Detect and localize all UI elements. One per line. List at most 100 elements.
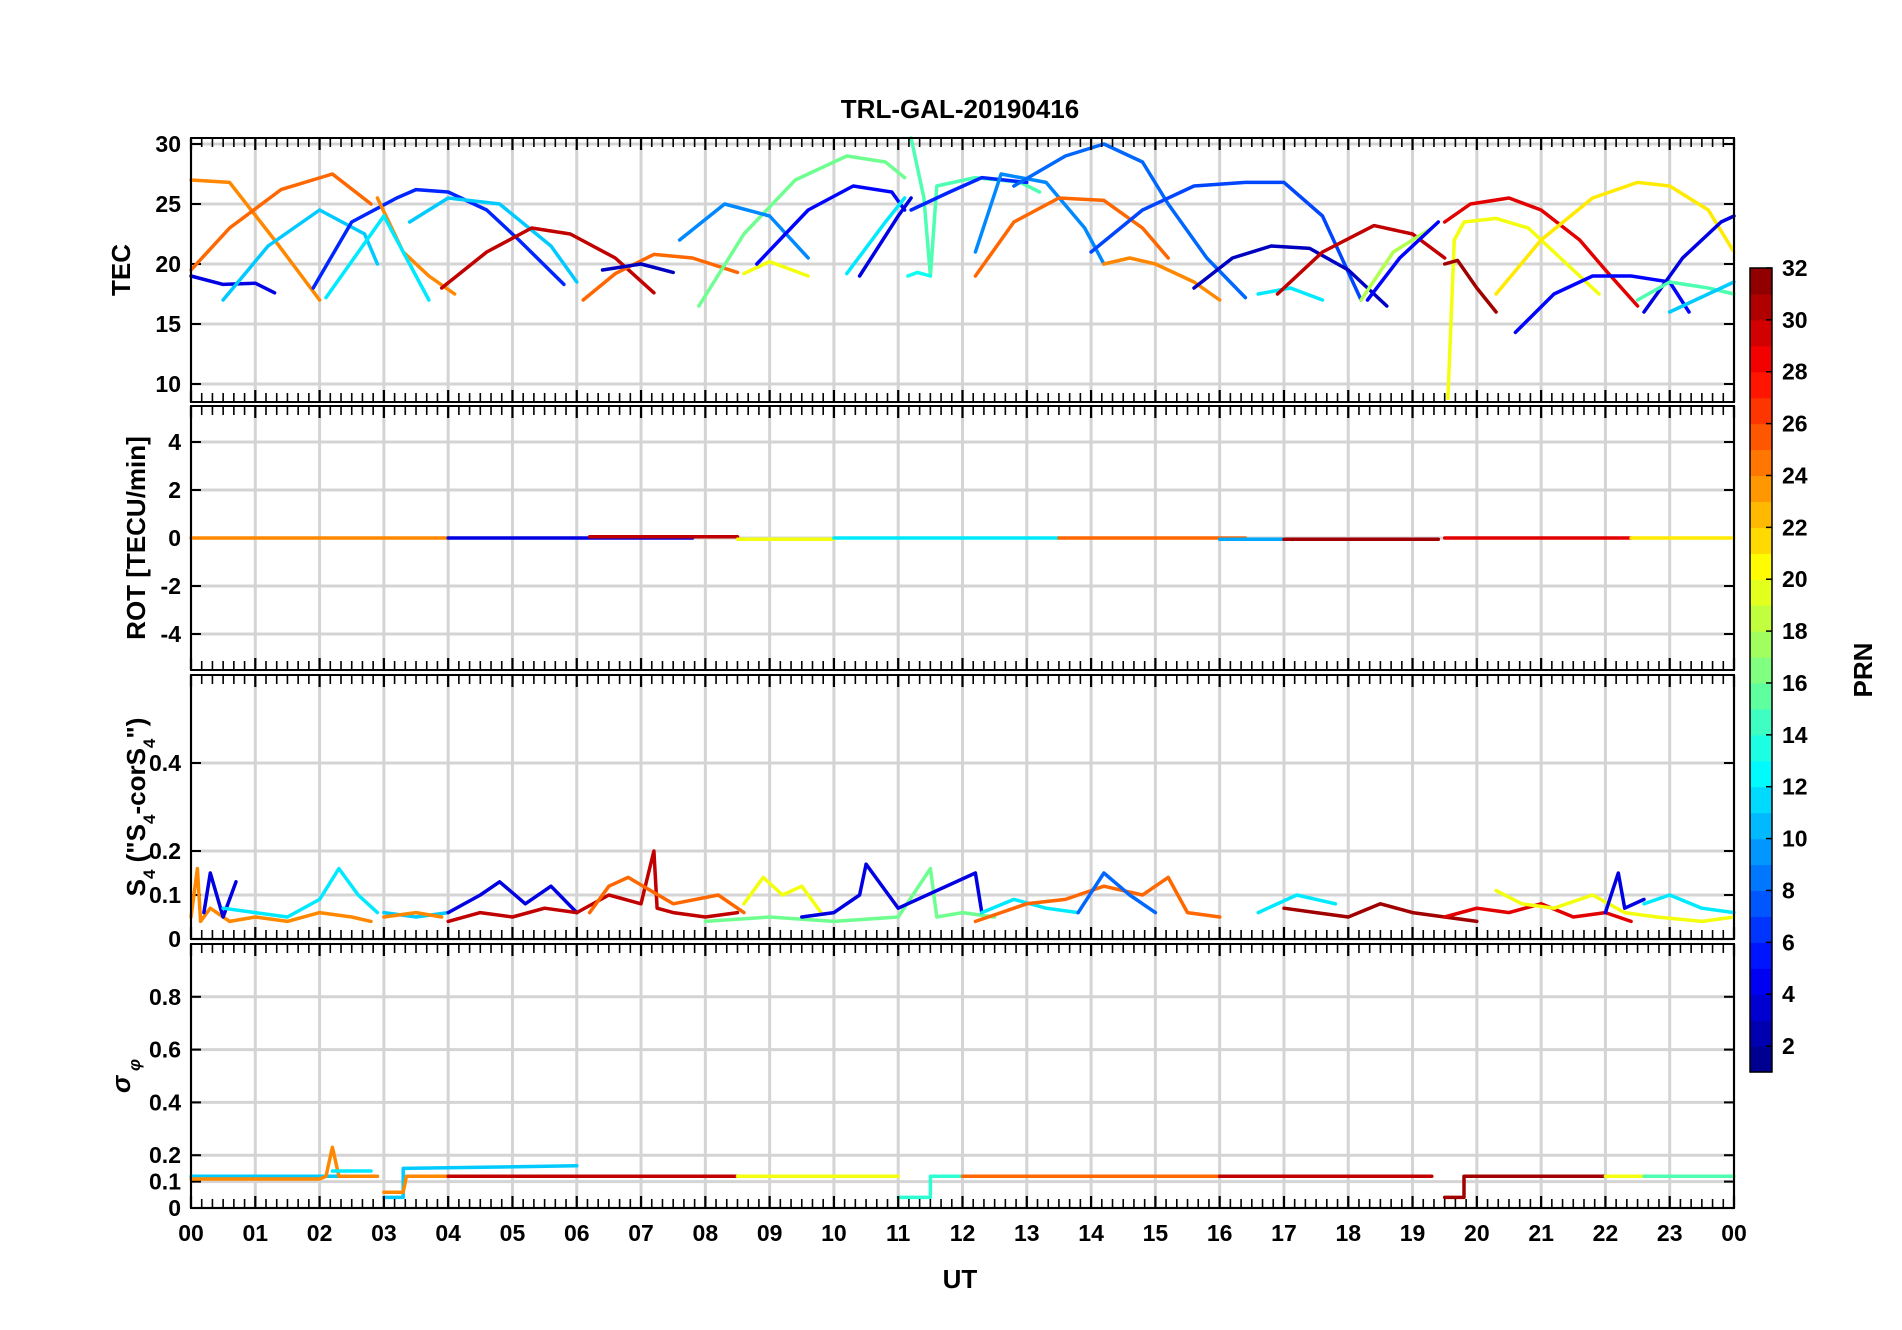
y-tick-label: 25	[155, 191, 181, 217]
colorbar-swatch	[1750, 605, 1772, 632]
colorbar-swatch	[1750, 449, 1772, 477]
y-tick-label: 0.4	[149, 750, 181, 776]
series-line	[382, 1174, 450, 1194]
x-tick-label: 10	[821, 1220, 847, 1246]
series-line	[446, 849, 740, 924]
x-tick-label: 04	[435, 1220, 461, 1246]
series-line	[800, 862, 984, 919]
series-line	[1513, 274, 1691, 335]
series-line	[1442, 258, 1498, 314]
colorbar-swatch	[1750, 397, 1772, 425]
panel-frame	[190, 674, 1735, 940]
series-line	[1446, 216, 1601, 401]
y-tick-label: 30	[155, 131, 181, 157]
series-line	[742, 875, 823, 915]
colorbar-tick-label: 10	[1782, 826, 1808, 852]
series-line	[189, 274, 277, 295]
x-tick-label: 21	[1528, 1220, 1554, 1246]
series-line	[973, 875, 1222, 924]
y-tick-label: 10	[155, 371, 181, 397]
y-tick-label: 15	[155, 311, 181, 337]
y-tick-label: 0.1	[149, 1169, 181, 1195]
colorbar-swatch	[1750, 1046, 1772, 1073]
series-line	[1642, 893, 1736, 915]
y-tick-label: 0	[168, 926, 181, 952]
series-line	[446, 880, 579, 915]
y-tick-label: 0.2	[149, 838, 181, 864]
series-line	[189, 172, 373, 272]
colorbar-tick-label: 2	[1782, 1033, 1795, 1059]
x-tick-label: 19	[1400, 1220, 1426, 1246]
x-tick-label: 20	[1464, 1220, 1490, 1246]
colorbar-swatch	[1750, 838, 1772, 866]
x-tick-label: 08	[693, 1220, 719, 1246]
colorbar-tick-label: 14	[1782, 722, 1808, 748]
colorbar-swatch	[1750, 268, 1772, 295]
x-axis: 00 01 02 03 04 05 06 07 08 09 10 11 12 13 14 15 16 17 18 19…	[178, 1220, 1747, 1246]
series-line	[1603, 871, 1646, 915]
y-tick-label: 0.6	[149, 1037, 181, 1063]
colorbar-tick-label: 28	[1782, 359, 1808, 385]
colorbar-tick-label: 12	[1782, 774, 1808, 800]
x-tick-label: 17	[1271, 1220, 1297, 1246]
x-tick-label: 11	[886, 1220, 911, 1246]
colorbar-swatch	[1750, 968, 1772, 995]
series-line	[407, 196, 579, 284]
series-line	[1275, 223, 1447, 296]
y-tick-label: 2	[168, 477, 181, 503]
x-tick-label: 15	[1143, 1220, 1169, 1246]
x-tick-label: 02	[307, 1220, 333, 1246]
series-line	[1256, 893, 1338, 915]
x-tick-label: 07	[628, 1220, 654, 1246]
series-line	[1494, 180, 1736, 296]
y-tick-label: 0.2	[149, 1142, 181, 1168]
y-axis-label: TEC	[106, 244, 136, 296]
panel-s4: 0 0.1 0.2 0.4S4 ("S4-corS4")	[121, 674, 1736, 952]
series-line	[677, 202, 810, 260]
panel-sigma_phi: 00.10.2 0.4 0.6 0.8 σ φ	[106, 943, 1736, 1221]
x-tick-label: 05	[500, 1220, 526, 1246]
series-line	[973, 172, 1106, 266]
colorbar-swatch	[1750, 501, 1772, 528]
series-line	[221, 866, 380, 919]
y-axis-label: ROT [TECU/min]	[121, 436, 151, 640]
colorbar-tick-label: 24	[1782, 462, 1808, 488]
series-line	[221, 208, 380, 302]
colorbar-swatch	[1750, 942, 1772, 969]
y-tick-label: 4	[168, 429, 181, 455]
series-line	[1192, 244, 1389, 308]
series-line	[581, 252, 740, 302]
colorbar-tick-label: 6	[1782, 929, 1795, 955]
colorbar-swatch	[1750, 345, 1772, 373]
series-line	[1256, 286, 1325, 302]
colorbar-tick-label: 26	[1782, 411, 1808, 437]
series-line	[202, 871, 238, 919]
y-tick-label: 0	[168, 525, 181, 551]
colorbar-swatch	[1750, 475, 1772, 503]
series-line	[587, 875, 746, 915]
x-tick-label: 18	[1335, 1220, 1361, 1246]
y-axis-label: σ φ	[106, 1059, 144, 1093]
x-tick-label: 01	[242, 1220, 268, 1246]
colorbar-swatch	[1750, 423, 1772, 451]
colorbar-swatch	[1750, 553, 1772, 580]
x-tick-label: 22	[1593, 1220, 1619, 1246]
series-line	[1012, 142, 1248, 300]
colorbar-swatch	[1750, 786, 1772, 814]
x-tick-label: 03	[371, 1220, 397, 1246]
colorbar-swatch	[1750, 657, 1772, 684]
colorbar-tick-label: 30	[1782, 307, 1808, 333]
colorbar-tick-label: 18	[1782, 618, 1808, 644]
colorbar-tick-label: 32	[1782, 255, 1808, 281]
series-line	[382, 910, 444, 919]
colorbar-tick-label: 4	[1782, 981, 1795, 1007]
colorbar-tick-label: 22	[1782, 514, 1808, 540]
colorbar-swatch	[1750, 1020, 1772, 1047]
series-line	[311, 187, 566, 290]
series-line	[845, 196, 907, 276]
colorbar-swatch	[1750, 708, 1772, 736]
x-tick-label: 12	[950, 1220, 976, 1246]
panel-rot: -4 -2 0 2 4 ROT [TECU/min]	[121, 405, 1736, 671]
